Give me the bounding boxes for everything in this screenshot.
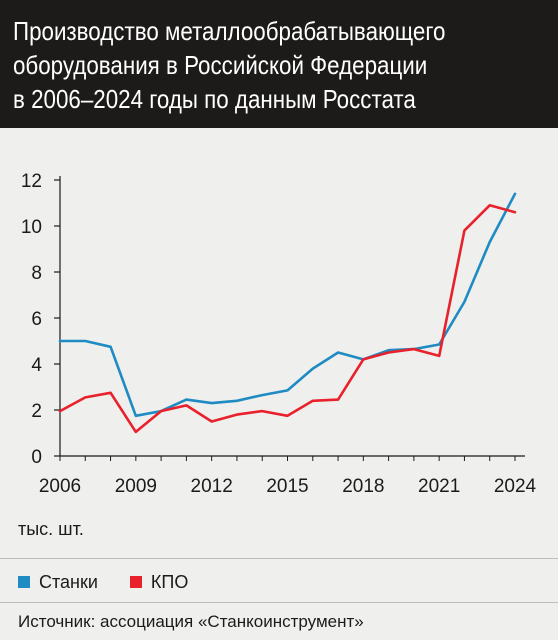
- series-line-kpo: [58, 204, 517, 434]
- y-tick-label-4: 4: [31, 355, 42, 376]
- title-line-2: оборудования в Российской Федерации: [13, 50, 428, 80]
- unit-label: тыс. шт.: [18, 519, 84, 539]
- y-tick-label-0: 0: [31, 447, 42, 468]
- series-line-stanki: [58, 192, 517, 418]
- x-tick-label-2018: 2018: [342, 476, 384, 497]
- chart-header: Производство металлообрабатывающего обор…: [0, 0, 558, 128]
- x-tick-label-2012: 2012: [191, 476, 233, 497]
- y-tick-label-6: 6: [31, 309, 42, 330]
- title-line-3: в 2006–2024 годы по данным Росстата: [13, 84, 416, 114]
- legend-label-kpo: КПО: [150, 571, 189, 592]
- y-tick-label-12: 12: [21, 171, 42, 192]
- x-tick-label-2021: 2021: [418, 476, 460, 497]
- x-tick-label-2009: 2009: [115, 476, 157, 497]
- legend-swatch-kpo: [129, 576, 142, 588]
- divider-bottom: [0, 602, 558, 603]
- title-line-1: Производство металлообрабатывающего: [13, 16, 446, 46]
- legend-swatch-stanki: [18, 576, 30, 588]
- x-tick-label-2024: 2024: [494, 476, 537, 497]
- legend-item-kpo: КПО: [129, 571, 189, 593]
- x-tick-label-2015: 2015: [266, 476, 308, 497]
- line-chart: 0 2 4 6 8 10 12 2006 2009 2012 2015 2018 2021 2024: [21, 171, 537, 497]
- divider-top: [0, 558, 558, 559]
- y-tick-label-2: 2: [31, 401, 42, 422]
- legend-label-stanki: Станки: [39, 571, 98, 592]
- source-note: Источник: ассоциация «Станкоинструмент»: [18, 612, 364, 631]
- y-tick-label-10: 10: [21, 217, 42, 238]
- x-tick-label-2006: 2006: [39, 476, 81, 497]
- legend: Станки КПО: [18, 571, 220, 593]
- y-tick-label-8: 8: [31, 263, 42, 284]
- legend-item-stanki: Станки: [18, 572, 98, 593]
